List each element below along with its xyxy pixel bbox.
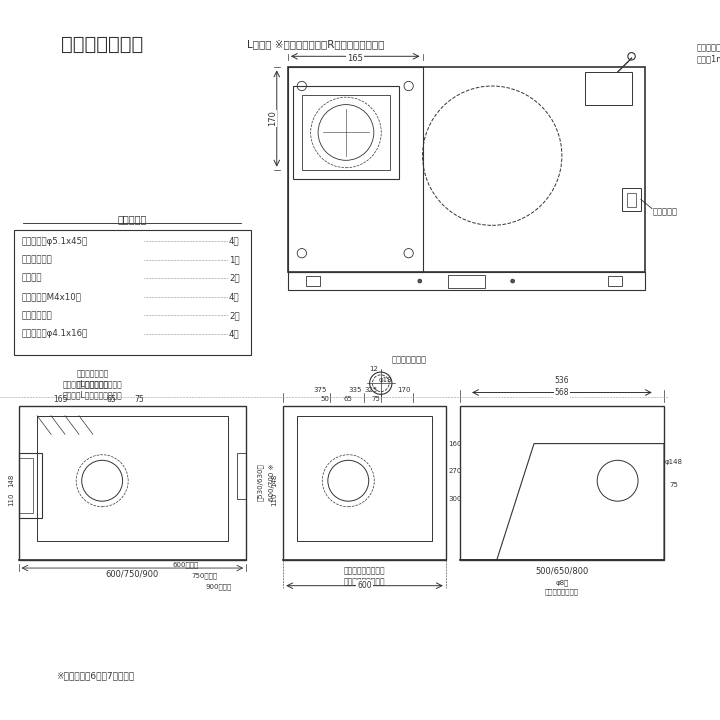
Text: 600の場合: 600の場合 [173,561,199,567]
Bar [288,68,423,271]
Text: φ18: φ18 [379,377,392,382]
Text: 65: 65 [344,396,353,402]
Bar [292,86,400,179]
Text: ソフトテープ: ソフトテープ [22,255,52,264]
Bar [297,415,432,541]
Text: 座付ねじ（φ5.1x45）: 座付ねじ（φ5.1x45） [22,237,88,246]
Bar [19,406,246,559]
Text: 110: 110 [271,492,277,506]
Text: 110: 110 [8,492,14,506]
Text: 750の場合: 750の場合 [192,572,217,579]
Text: 325: 325 [365,387,378,392]
Bar [288,68,646,271]
Text: 幕板固定金具: 幕板固定金具 [22,311,52,320]
Circle shape [418,279,422,283]
Bar [585,72,631,104]
Text: 4本: 4本 [229,237,240,246]
Text: 付　属　品: 付 属 品 [117,214,147,224]
Text: 取付ねじ（M4x10）: 取付ねじ（M4x10） [22,292,81,302]
Bar [288,271,646,290]
Text: 165: 165 [53,395,68,403]
Text: （背面取付用穴）: （背面取付用穴） [545,589,579,595]
Text: 900の場合: 900の場合 [205,583,231,590]
Text: 75: 75 [372,396,381,402]
Text: 4本: 4本 [229,292,240,302]
Text: 600/750/900: 600/750/900 [106,569,159,578]
Text: 568: 568 [554,388,569,397]
Bar [302,95,390,170]
Bar [14,230,251,356]
Text: （530/630）: （530/630） [257,464,264,501]
Bar [622,188,641,212]
Bar [627,193,636,207]
Text: 170: 170 [397,387,410,392]
Text: 170: 170 [268,111,276,127]
Text: 本体取付穴詳細: 本体取付穴詳細 [391,356,426,364]
Text: 375: 375 [314,387,327,392]
Bar [608,276,622,286]
Text: 2個: 2個 [229,274,240,283]
Text: ［製品寸法図］: ［製品寸法図］ [61,35,143,54]
Bar [19,457,32,513]
Text: 75: 75 [135,395,144,403]
Circle shape [510,279,515,283]
Text: 165: 165 [347,54,363,63]
Text: 側方排気の場合
（別売品L形ダクト使用時）: 側方排気の場合 （別売品L形ダクト使用時） [63,380,122,400]
Text: 148: 148 [8,474,14,487]
Bar [307,276,320,286]
Text: 固定ばね: 固定ばね [22,274,42,283]
Text: Lタイプ ※下記寸法以外はRタイプに準ずる。: Lタイプ ※下記寸法以外はRタイプに準ずる。 [247,39,384,49]
Bar [283,406,446,559]
Text: 335: 335 [348,387,361,392]
Bar [448,274,485,287]
Text: 1本: 1本 [229,255,240,264]
Text: 500/650/800: 500/650/800 [535,567,588,575]
Text: 65: 65 [107,395,117,403]
Text: 12: 12 [369,366,378,372]
Bar [19,453,42,518]
Text: 270: 270 [449,469,462,474]
Bar [237,453,246,499]
Text: 600: 600 [357,581,372,590]
Text: 2個: 2個 [229,311,240,320]
Text: 75: 75 [669,482,678,488]
Text: φ148: φ148 [665,459,683,465]
Text: 後方排気の場合
（別売品L形ダクト使用時）: 後方排気の場合 （別売品L形ダクト使用時） [63,369,122,388]
Bar [37,415,228,541]
Text: 50: 50 [320,396,330,402]
Text: フード本体下端から
フィルター下端まで: フード本体下端から フィルター下端まで [343,567,385,586]
Text: 160: 160 [449,441,462,446]
Text: 4本: 4本 [229,330,240,338]
Text: 300: 300 [449,496,462,503]
Text: アース端子: アース端子 [653,207,678,216]
Text: φ8穴: φ8穴 [555,580,569,586]
Text: 148: 148 [271,474,277,487]
Text: 536: 536 [554,376,570,385]
Text: ※型名末尾「6」「7」の場合: ※型名末尾「6」「7」の場合 [55,671,134,680]
Text: 電源コード：
機外長1m: 電源コード： 機外長1m [696,44,720,63]
Text: 丸木ねじ（φ4.1x16）: 丸木ねじ（φ4.1x16） [22,330,88,338]
Text: 600/700 ※: 600/700 ※ [269,464,275,501]
Bar [460,406,664,559]
